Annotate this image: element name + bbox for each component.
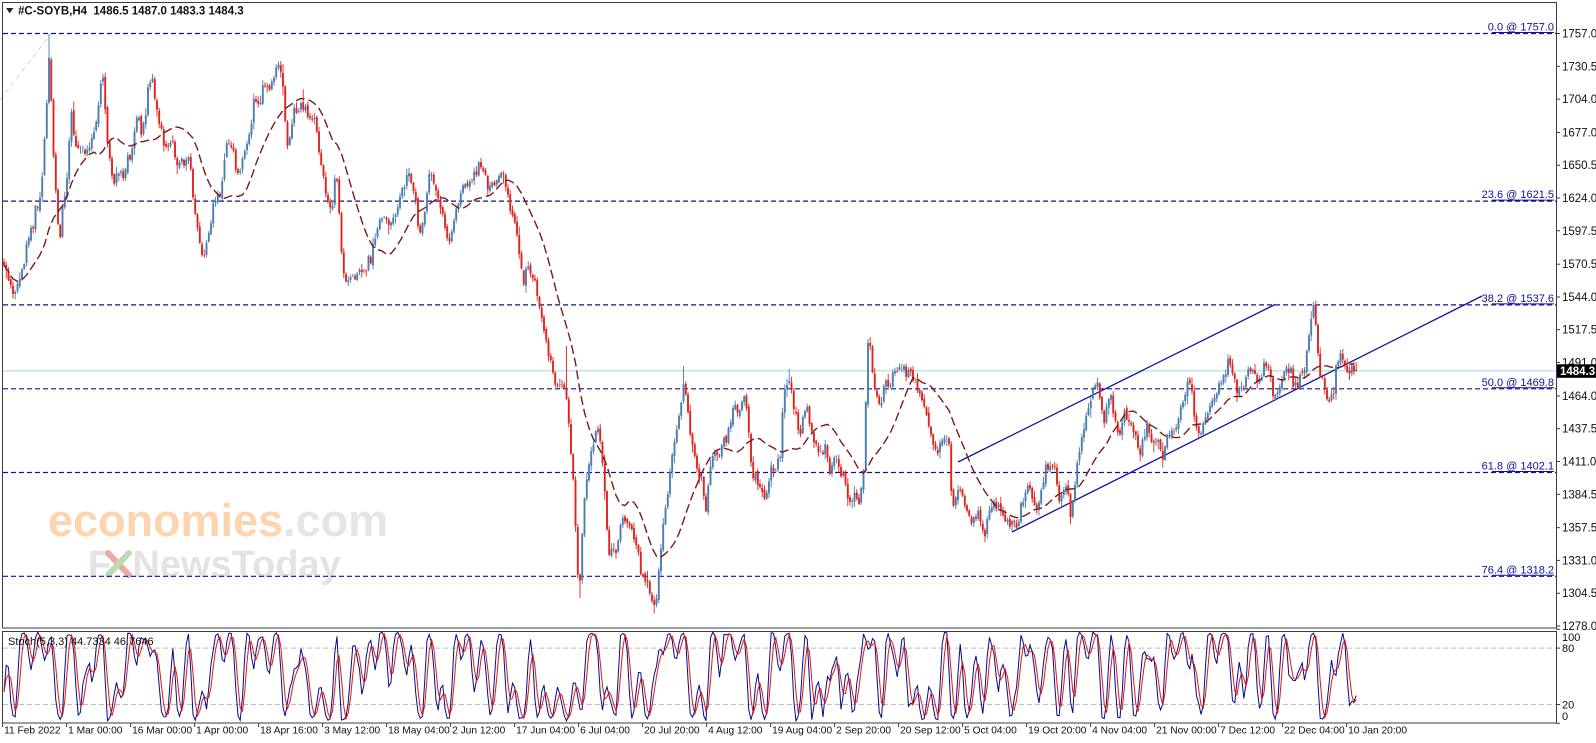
svg-text:5 Oct 04:00: 5 Oct 04:00	[964, 726, 1017, 737]
svg-text:22 Dec 04:00: 22 Dec 04:00	[1284, 726, 1345, 737]
svg-text:1484.3: 1484.3	[1560, 366, 1595, 378]
svg-text:1 Apr 00:00: 1 Apr 00:00	[196, 726, 248, 737]
svg-text:2 Sep 20:00: 2 Sep 20:00	[836, 726, 891, 737]
svg-text:1357.5: 1357.5	[1562, 523, 1596, 535]
svg-text:61.8 @ 1402.1: 61.8 @ 1402.1	[1482, 461, 1554, 473]
svg-text:1624.0: 1624.0	[1562, 193, 1596, 205]
svg-text:1650.5: 1650.5	[1562, 160, 1596, 172]
svg-text:1304.5: 1304.5	[1562, 588, 1596, 600]
svg-text:18 May 04:00: 18 May 04:00	[388, 726, 450, 737]
svg-text:1464.0: 1464.0	[1562, 391, 1596, 403]
svg-text:1331.0: 1331.0	[1562, 555, 1596, 567]
svg-text:80: 80	[1562, 643, 1574, 655]
svg-text:7 Dec 12:00: 7 Dec 12:00	[1220, 726, 1275, 737]
svg-text:1597.5: 1597.5	[1562, 226, 1596, 238]
svg-text:100: 100	[1562, 632, 1580, 644]
svg-text:1437.5: 1437.5	[1562, 424, 1596, 436]
svg-text:20 Sep 12:00: 20 Sep 12:00	[900, 726, 961, 737]
svg-text:19 Oct 20:00: 19 Oct 20:00	[1028, 726, 1087, 737]
svg-text:4 Aug 12:00: 4 Aug 12:00	[708, 726, 763, 737]
svg-text:0.0 @ 1757.0: 0.0 @ 1757.0	[1488, 22, 1554, 34]
svg-text:0: 0	[1562, 711, 1568, 723]
svg-text:21 Nov 00:00: 21 Nov 00:00	[1156, 726, 1217, 737]
svg-text:1384.5: 1384.5	[1562, 489, 1596, 501]
svg-text:1570.5: 1570.5	[1562, 259, 1596, 271]
svg-text:1517.5: 1517.5	[1562, 325, 1596, 337]
svg-text:20: 20	[1562, 700, 1574, 712]
svg-text:17 Jun 04:00: 17 Jun 04:00	[516, 726, 575, 737]
svg-text:10 Jan 20:00: 10 Jan 20:00	[1348, 726, 1407, 737]
svg-text:18 Apr 16:00: 18 Apr 16:00	[260, 726, 318, 737]
svg-text:FxNewsToday: FxNewsToday	[88, 544, 341, 586]
svg-text:1677.0: 1677.0	[1562, 128, 1596, 140]
svg-text:Stoch(5,3,3) 44.7334 46.7646: Stoch(5,3,3) 44.7334 46.7646	[8, 636, 154, 648]
svg-text:20 Jul 20:00: 20 Jul 20:00	[644, 726, 700, 737]
svg-text:1278.0: 1278.0	[1562, 621, 1596, 633]
svg-text:11 Feb 2022: 11 Feb 2022	[4, 726, 61, 737]
svg-text:1704.0: 1704.0	[1562, 94, 1596, 106]
svg-text:1 Mar 00:00: 1 Mar 00:00	[68, 726, 123, 737]
svg-text:4 Nov 04:00: 4 Nov 04:00	[1092, 726, 1147, 737]
svg-text:76.4 @ 1318.2: 76.4 @ 1318.2	[1482, 564, 1554, 576]
svg-text:3 May 12:00: 3 May 12:00	[324, 726, 380, 737]
svg-text:1757.0: 1757.0	[1562, 29, 1596, 41]
svg-text:38.2 @ 1537.6: 38.2 @ 1537.6	[1482, 293, 1554, 305]
svg-text:economies.com: economies.com	[48, 495, 388, 546]
svg-text:1411.0: 1411.0	[1562, 457, 1596, 469]
svg-text:16 Mar 00:00: 16 Mar 00:00	[132, 726, 192, 737]
svg-text:1730.5: 1730.5	[1562, 61, 1596, 73]
svg-text:#C-SOYB,H4 1486.5 1487.0 1483: #C-SOYB,H4 1486.5 1487.0 1483.3 1484.3	[18, 6, 244, 18]
svg-text:50.0 @ 1469.8: 50.0 @ 1469.8	[1482, 377, 1554, 389]
svg-text:2 Jun 12:00: 2 Jun 12:00	[452, 726, 506, 737]
svg-text:1544.0: 1544.0	[1562, 292, 1596, 304]
svg-text:19 Aug 04:00: 19 Aug 04:00	[772, 726, 832, 737]
svg-text:23.6 @ 1621.5: 23.6 @ 1621.5	[1482, 189, 1554, 201]
svg-text:6 Jul 04:00: 6 Jul 04:00	[580, 726, 630, 737]
